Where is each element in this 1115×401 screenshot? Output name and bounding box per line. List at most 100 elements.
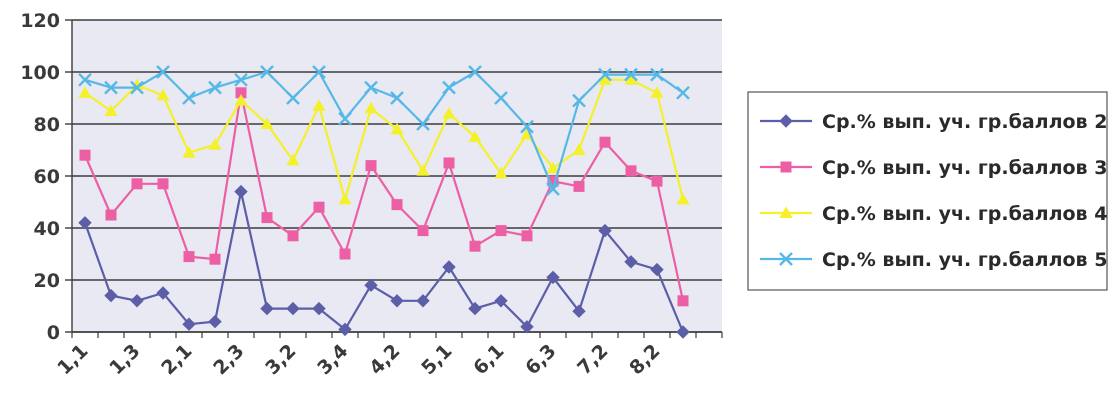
data-point bbox=[364, 101, 378, 114]
data-point bbox=[599, 136, 611, 148]
legend-marker bbox=[780, 161, 792, 173]
data-point bbox=[182, 91, 196, 105]
data-point bbox=[416, 164, 430, 176]
data-point bbox=[572, 304, 586, 318]
data-point bbox=[183, 251, 195, 263]
legend-marker bbox=[779, 252, 793, 266]
x-tick-label: 5,1 bbox=[417, 340, 456, 379]
data-point bbox=[572, 93, 586, 108]
x-tick-label: 4,2 bbox=[365, 340, 404, 379]
data-point bbox=[495, 225, 507, 237]
legend-label: Ср.% вып. уч. гр.баллов 4 bbox=[822, 203, 1107, 225]
data-point bbox=[390, 122, 404, 135]
data-point bbox=[156, 88, 170, 101]
x-tick-label: 8,2 bbox=[625, 340, 664, 379]
data-point bbox=[286, 91, 300, 105]
data-point bbox=[494, 166, 508, 179]
data-point bbox=[182, 146, 196, 158]
data-point bbox=[417, 225, 429, 237]
data-point bbox=[338, 192, 352, 205]
data-point bbox=[546, 182, 560, 196]
series-3 bbox=[79, 87, 689, 307]
data-point bbox=[442, 107, 456, 119]
data-point bbox=[650, 86, 664, 98]
data-point bbox=[494, 91, 508, 105]
data-point bbox=[234, 72, 248, 87]
y-tick-label: 100 bbox=[20, 62, 60, 84]
data-point bbox=[157, 178, 169, 190]
data-point bbox=[676, 85, 690, 100]
data-point bbox=[677, 295, 689, 307]
x-tick-label: 6,1 bbox=[469, 340, 508, 379]
series-4 bbox=[78, 73, 690, 205]
data-point bbox=[156, 65, 170, 79]
data-point bbox=[520, 320, 534, 334]
data-point bbox=[391, 199, 403, 211]
data-point bbox=[104, 104, 118, 116]
data-point bbox=[130, 294, 144, 308]
data-point bbox=[261, 212, 273, 224]
data-point bbox=[624, 255, 638, 269]
legend-label: Ср.% вып. уч. гр.баллов 3 bbox=[822, 157, 1107, 179]
data-point bbox=[572, 143, 586, 155]
data-point bbox=[598, 223, 612, 238]
data-point bbox=[365, 160, 377, 172]
data-point bbox=[338, 322, 352, 337]
data-point bbox=[234, 184, 248, 199]
data-point bbox=[260, 117, 274, 129]
legend-marker bbox=[779, 206, 793, 218]
legend-entry: Ср.% вып. уч. гр.баллов 5 bbox=[760, 249, 1107, 271]
data-point bbox=[598, 73, 612, 85]
data-point bbox=[442, 80, 456, 95]
data-point bbox=[364, 80, 378, 95]
data-point bbox=[624, 73, 638, 85]
x-tick-label: 1,1 bbox=[53, 340, 92, 379]
legend-label: Ср.% вып. уч. гр.баллов 5 bbox=[822, 249, 1107, 271]
data-point bbox=[442, 260, 456, 274]
data-point bbox=[156, 286, 170, 300]
data-point bbox=[313, 201, 325, 213]
data-point bbox=[234, 94, 248, 106]
y-axis: 0 20 40 60 80 100 120 bbox=[20, 10, 73, 344]
data-point bbox=[130, 80, 144, 95]
data-point bbox=[364, 278, 378, 292]
y-tick-label: 0 bbox=[47, 322, 60, 344]
data-point bbox=[676, 192, 690, 205]
y-tick-label: 60 bbox=[34, 166, 60, 188]
data-point bbox=[235, 87, 247, 99]
data-point bbox=[104, 288, 118, 303]
data-point bbox=[312, 65, 326, 79]
x-tick-label: 3,2 bbox=[261, 340, 300, 379]
y-tick-label: 40 bbox=[34, 218, 60, 240]
data-point bbox=[208, 138, 222, 150]
data-point bbox=[416, 294, 430, 308]
data-point bbox=[78, 216, 92, 230]
data-point bbox=[208, 314, 222, 329]
x-tick-label: 2,1 bbox=[157, 340, 196, 379]
y-tick-label: 20 bbox=[34, 270, 60, 292]
data-point bbox=[651, 175, 663, 187]
series-line bbox=[83, 190, 685, 333]
data-point bbox=[390, 91, 404, 105]
data-point bbox=[339, 248, 351, 260]
data-point bbox=[547, 175, 559, 187]
data-point bbox=[209, 253, 221, 265]
legend-entry: Ср.% вып. уч. гр.баллов 3 bbox=[760, 157, 1107, 179]
legend-entry: Ср.% вып. уч. гр.баллов 2 bbox=[760, 111, 1107, 133]
data-point bbox=[312, 301, 326, 316]
series-line bbox=[83, 91, 685, 302]
data-point bbox=[260, 301, 274, 316]
series-5 bbox=[78, 65, 690, 196]
series-group bbox=[78, 65, 690, 339]
data-point bbox=[468, 65, 482, 79]
data-point bbox=[104, 80, 118, 95]
legend-entry: Ср.% вып. уч. гр.баллов 4 bbox=[760, 203, 1107, 225]
data-point bbox=[469, 240, 481, 252]
data-point bbox=[521, 230, 533, 242]
data-point bbox=[182, 317, 196, 331]
x-tick-label: 1,3 bbox=[105, 340, 144, 379]
data-point bbox=[286, 153, 300, 166]
data-point bbox=[468, 130, 482, 142]
legend-marker bbox=[779, 114, 793, 128]
x-tick-label: 3,4 bbox=[313, 340, 352, 379]
